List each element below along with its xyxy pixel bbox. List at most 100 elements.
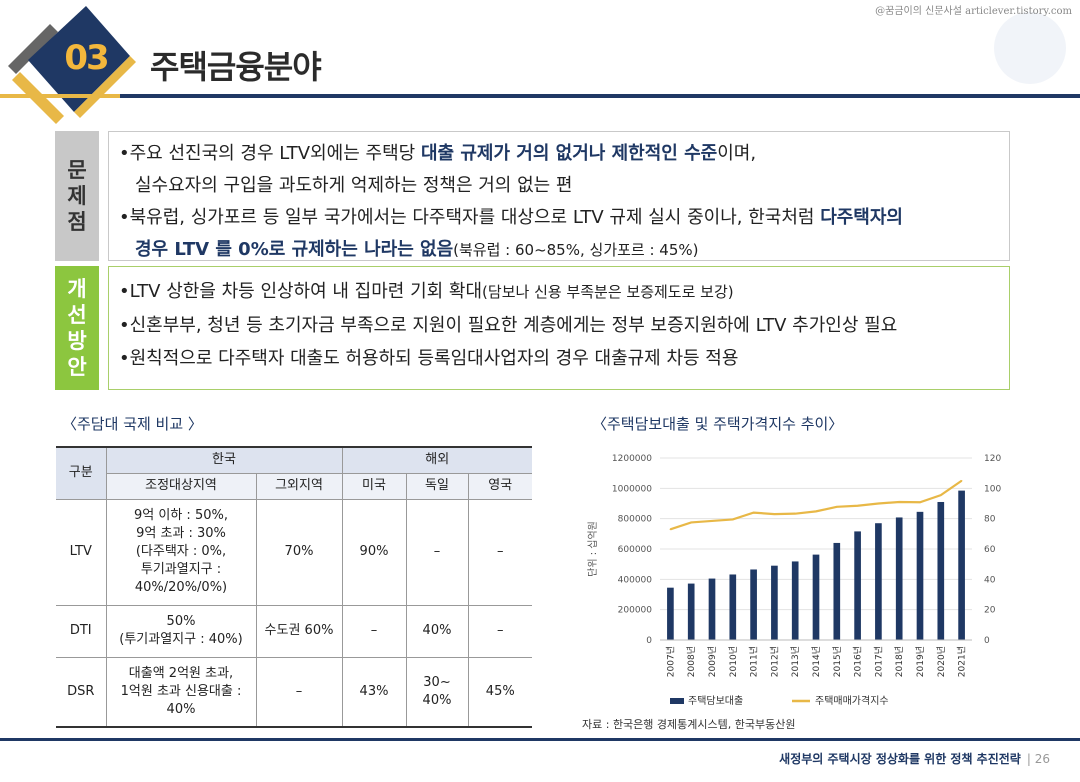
- x-tick-label: 2017년: [873, 646, 884, 677]
- x-tick-label: 2007년: [665, 646, 676, 677]
- x-tick-label: 2014년: [811, 646, 822, 677]
- header-korea: 한국: [105, 446, 343, 474]
- watermark: @꿈금이의 신문사설 articlever.tistory.com: [875, 6, 1072, 17]
- bar: [854, 531, 861, 640]
- improve-label-char: 개: [67, 277, 87, 301]
- table-cell: 45%: [467, 656, 532, 728]
- bar: [729, 574, 737, 640]
- table-cell: –: [341, 604, 407, 658]
- y-tick-label: 1200000: [612, 454, 652, 464]
- stamp-seal: [994, 12, 1066, 84]
- line-point: [752, 511, 755, 514]
- line-point: [690, 521, 692, 524]
- footer: 새정부의 주택시장 정상화를 위한 정책 추진전략 | 26: [779, 750, 1050, 767]
- bar: [812, 554, 820, 640]
- table-cell: 43%: [341, 656, 407, 728]
- table-cell: 9억 이하 : 50%, 9억 초과 : 30% (다주택자 : 0%, 투기과열지구…: [105, 498, 257, 606]
- y2-tick-label: 0: [984, 636, 990, 646]
- problem-line: •북유럽, 싱가포르 등 일부 국가에서는 다주택자를 대상으로 LTV 규제 …: [119, 202, 999, 234]
- problem-line: 경우 LTV 를 0%로 규제하는 나라는 없음(북유럽 : 60~85%, 싱…: [119, 234, 999, 266]
- bar: [687, 583, 695, 640]
- bar: [958, 490, 965, 640]
- problem-label-char: 제: [67, 184, 87, 208]
- problem-line: 실수요자의 구입을 과도하게 억제하는 정책은 거의 없는 편: [119, 170, 999, 202]
- table-cell: 30~ 40%: [405, 656, 469, 728]
- header-overseas: 해외: [341, 446, 532, 474]
- bar: [833, 542, 841, 640]
- text: 실수요자의 구입을 과도하게 억제하는 정책은 거의 없는 편: [135, 175, 573, 196]
- improve-line: •원칙적으로 다주택자 대출도 허용하되 등록임대사업자의 경우 대출규제 차등…: [119, 342, 999, 375]
- loan-price-chart: 0 200000 400000 600000 800000 1000000 1200000 0…: [586, 454, 1001, 707]
- line-point: [898, 501, 900, 503]
- bar: [750, 569, 757, 640]
- section-logo: [8, 6, 136, 124]
- x-tick-label: 2020년: [936, 646, 947, 677]
- y2-tick-label: 20: [984, 606, 996, 616]
- x-tick-label: 2013년: [790, 646, 801, 677]
- line-point: [919, 501, 921, 504]
- footer-rule: [0, 738, 1080, 741]
- x-tick-label: 2021년: [957, 646, 968, 677]
- line-point: [856, 504, 859, 507]
- row-label: LTV: [56, 498, 107, 606]
- y2-tick-label: 80: [984, 515, 996, 525]
- problem-label-char: 문: [67, 158, 87, 182]
- table-cell: 대출액 2억원 초과, 1억원 초과 신용대출 :40%: [105, 656, 257, 728]
- line-point: [732, 518, 734, 521]
- line-point: [877, 502, 880, 505]
- subheader: 조정대상지역: [106, 472, 257, 500]
- bar: [875, 523, 882, 640]
- improve-line: •LTV 상한을 차등 인상하여 내 집마련 기회 확대(담보나 신용 부족분은…: [119, 275, 999, 309]
- text: •북유럽, 싱가포르 등 일부 국가에서는 다주택자를 대상으로 LTV 규제 …: [119, 207, 821, 228]
- legend-label: 주택담보대출: [688, 695, 743, 707]
- subheader: 독일: [405, 472, 469, 500]
- y-tick-label: 400000: [618, 575, 653, 585]
- text: •원칙적으로 다주택자 대출도 허용하되 등록임대사업자의 경우 대출규제 차등…: [119, 348, 739, 369]
- table-cell: 수도권 60%: [255, 604, 343, 658]
- x-tick-label: 2012년: [769, 646, 780, 677]
- line-point: [794, 512, 796, 515]
- x-tick-label: 2018년: [894, 646, 905, 677]
- improve-box: •LTV 상한을 차등 인상하여 내 집마련 기회 확대(담보나 신용 부족분은…: [108, 266, 1010, 390]
- x-tick-label: 2011년: [749, 646, 760, 677]
- footer-title: 새정부의 주택시장 정상화를 위한 정책 추진전략: [779, 752, 1021, 766]
- chart-caption: 〈주택담보대출 및 주택가격지수 추이〉: [592, 415, 844, 433]
- bar: [708, 578, 716, 640]
- section-number: 03: [64, 38, 109, 78]
- source-note: 자료 : 한국은행 경제통계시스템, 한국부동산원: [582, 718, 796, 731]
- highlight-text: 대출 규제가 거의 없거나 제한적인 수준: [420, 143, 718, 164]
- table-cell: 70%: [255, 498, 343, 606]
- line-point: [815, 510, 817, 513]
- y-tick-label: 0: [646, 636, 652, 646]
- table-cell: –: [255, 656, 343, 728]
- text: •LTV 상한을 차등 인상하여 내 집마련 기회 확대: [119, 281, 483, 302]
- y-tick-label: 800000: [618, 515, 653, 525]
- table-cell: –: [405, 498, 469, 606]
- problem-box: •주요 선진국의 경우 LTV외에는 주택당 대출 규제가 거의 없거나 제한적…: [108, 131, 1010, 261]
- table-row: DTI 50% (투기과열지구 : 40%) 수도권 60% – 40% –: [56, 604, 532, 658]
- problem-label-char: 점: [67, 210, 87, 234]
- row-label: DTI: [56, 604, 107, 658]
- bar: [771, 565, 778, 640]
- header-category: 구분: [56, 446, 107, 500]
- subheader: 영국: [467, 472, 532, 500]
- bar: [895, 517, 903, 640]
- problem-label: 문 제 점: [55, 131, 99, 261]
- x-tick-label: 2015년: [832, 646, 843, 677]
- table-cell: –: [467, 604, 532, 658]
- text: •주요 선진국의 경우 LTV외에는 주택당: [119, 143, 421, 164]
- y2-tick-label: 120: [984, 454, 1001, 464]
- comparison-table: 구분 한국 해외 조정대상지역 그외지역 미국 독일 영국 LTV 9억 이하 …: [56, 446, 532, 728]
- table-cell: –: [467, 498, 532, 606]
- line-point: [836, 506, 838, 508]
- text: •신혼부부, 청년 등 초기자금 부족으로 지원이 필요한 계층에게는 정부 보…: [119, 315, 898, 336]
- bar: [791, 561, 799, 640]
- improve-label-char: 방: [67, 329, 87, 353]
- improve-label-char: 안: [67, 355, 87, 379]
- table-caption: 〈주담대 국제 비교 〉: [62, 415, 203, 433]
- line-point: [940, 494, 942, 496]
- line-point: [773, 513, 776, 515]
- y-tick-label: 600000: [618, 545, 653, 555]
- page-number: | 26: [1026, 752, 1050, 766]
- highlight-text: 다주택자의: [820, 207, 903, 228]
